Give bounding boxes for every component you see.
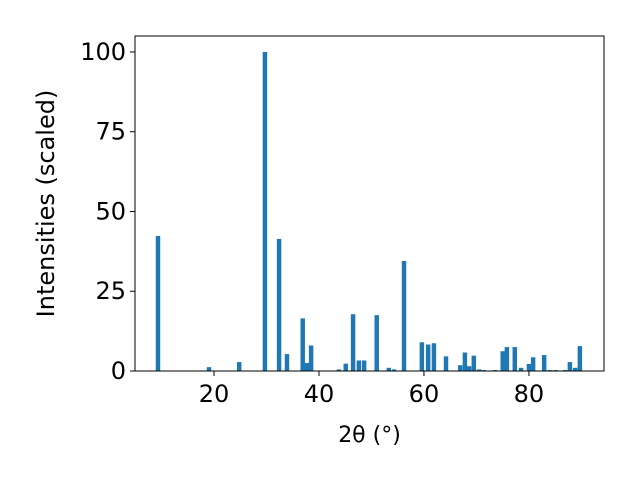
bar	[541, 355, 547, 371]
plot-area	[155, 51, 583, 371]
bar	[356, 360, 362, 371]
bar	[443, 356, 449, 371]
bar	[512, 347, 517, 371]
bar	[466, 366, 472, 371]
bar	[476, 369, 482, 371]
axes-frame	[134, 35, 605, 372]
bar	[567, 362, 573, 371]
x-tick-label: 40	[304, 380, 335, 408]
bar	[155, 236, 161, 371]
bar	[304, 363, 310, 371]
y-axis-label: Intensities (scaled)	[32, 90, 60, 318]
bar	[504, 347, 510, 371]
bar	[471, 355, 477, 371]
bar	[401, 260, 407, 371]
bar	[386, 367, 392, 371]
bar	[300, 318, 305, 371]
bar	[431, 343, 437, 371]
bar	[343, 363, 348, 371]
bar	[206, 367, 212, 371]
y-tick-label: 75	[95, 118, 126, 146]
bar	[391, 369, 397, 371]
y-tick-label: 0	[111, 357, 126, 385]
bar	[374, 315, 379, 371]
y-tick-label: 100	[80, 38, 126, 66]
bar	[572, 367, 578, 371]
x-tick-label: 20	[199, 380, 230, 408]
bar	[526, 363, 532, 371]
bar	[284, 354, 290, 371]
x-axis-label: 2θ (°)	[338, 423, 401, 448]
y-tick-label: 25	[95, 277, 126, 305]
bar	[518, 367, 524, 371]
bar	[262, 51, 268, 371]
bar	[350, 314, 356, 371]
bar	[457, 365, 463, 371]
bar	[276, 238, 282, 371]
bar	[425, 344, 431, 371]
bar	[336, 369, 342, 371]
bar	[577, 346, 583, 371]
bar	[530, 357, 536, 371]
bar	[361, 360, 367, 371]
bar	[308, 345, 314, 371]
bar	[500, 351, 505, 371]
x-tick-label: 80	[514, 380, 545, 408]
bar	[419, 342, 425, 371]
bar	[462, 352, 468, 371]
y-tick-label: 50	[95, 197, 126, 225]
bar	[236, 362, 242, 371]
x-tick-label: 60	[409, 380, 440, 408]
